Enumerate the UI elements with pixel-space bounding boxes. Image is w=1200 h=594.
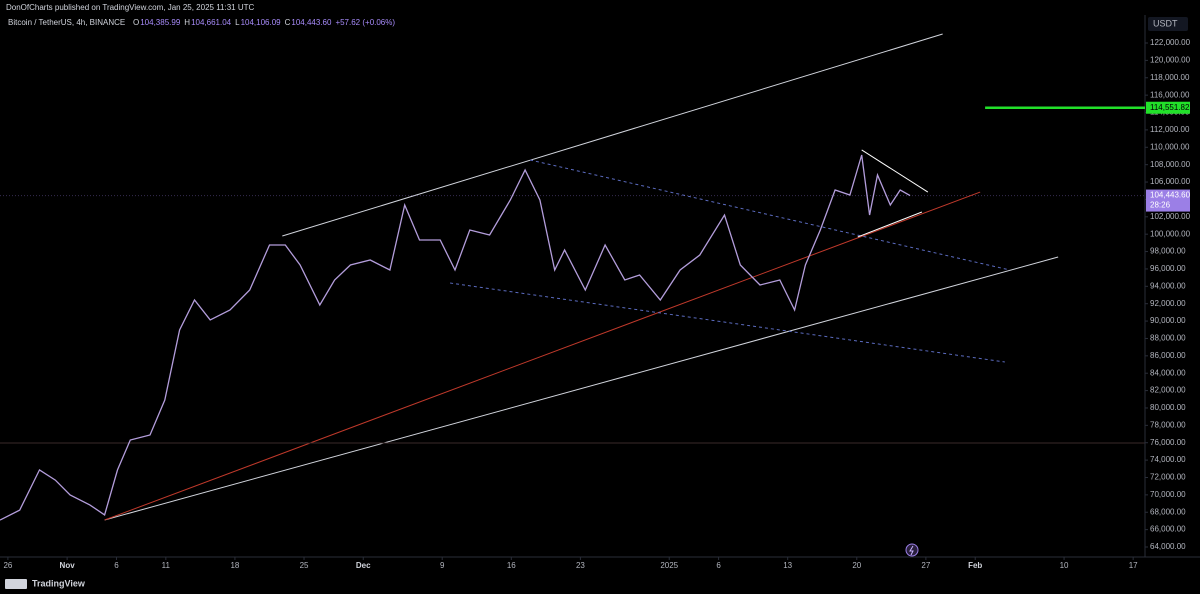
y-tick-label: 78,000.00 xyxy=(1150,420,1186,429)
y-tick-label: 110,000.00 xyxy=(1150,142,1190,151)
y-tick-label: 72,000.00 xyxy=(1150,473,1186,482)
currency-box xyxy=(1148,17,1188,31)
trend-line xyxy=(529,159,1010,271)
x-tick-label: 27 xyxy=(921,561,930,570)
event-icon[interactable] xyxy=(905,543,919,557)
y-tick-label: 74,000.00 xyxy=(1150,455,1186,464)
level-label-box xyxy=(1146,101,1190,114)
y-tick-label: 92,000.00 xyxy=(1150,299,1186,308)
event-icon-bolt xyxy=(909,545,914,556)
ohlc-legend: O 104,385.99 H 104,661.04 L 104,106.09 C 104,44… xyxy=(133,18,395,27)
currency: USDT xyxy=(1153,18,1178,28)
trend-line xyxy=(104,191,981,521)
ohlc-key: H xyxy=(184,18,190,27)
price-line xyxy=(0,154,911,521)
y-tick-label: 100,000.00 xyxy=(1150,229,1191,238)
x-tick-label: 17 xyxy=(1129,561,1138,570)
ohlc-value: 104,385.99 xyxy=(140,18,181,27)
trend-line xyxy=(861,149,929,193)
y-tick-label: 80,000.00 xyxy=(1150,403,1186,412)
x-tick-label: 10 xyxy=(1060,561,1069,570)
x-tick-label: Dec xyxy=(356,561,371,570)
x-tick-label: 13 xyxy=(783,561,792,570)
countdown: 28:26 xyxy=(1150,201,1171,210)
trend-line xyxy=(857,211,923,238)
y-tick-label: 76,000.00 xyxy=(1150,438,1186,447)
y-tick-label: 102,000.00 xyxy=(1150,212,1191,221)
publisher: DonOfCharts published on TradingView.com… xyxy=(6,3,255,12)
y-tick-label: 82,000.00 xyxy=(1150,386,1186,395)
level-label: 114,551.82 xyxy=(1150,103,1190,112)
y-tick-label: 118,000.00 xyxy=(1150,73,1190,82)
trend-line xyxy=(104,256,1059,521)
symbol: Bitcoin / TetherUS, 4h, BINANCE xyxy=(8,18,125,27)
ohlc-value: 104,661.04 xyxy=(191,18,232,27)
x-tick-label: 18 xyxy=(230,561,239,570)
y-tick-label: 112,000.00 xyxy=(1150,125,1190,134)
ohlc-value: 104,106.09 xyxy=(241,18,282,27)
y-tick-label: 84,000.00 xyxy=(1150,368,1186,377)
y-tick-label: 106,000.00 xyxy=(1150,177,1191,186)
x-tick-label: 2025 xyxy=(660,561,678,570)
y-tick-label: 94,000.00 xyxy=(1150,281,1186,290)
x-tick-label: 6 xyxy=(114,561,119,570)
y-tick-label: 116,000.00 xyxy=(1150,90,1190,99)
last-price-box xyxy=(1146,189,1190,212)
x-tick-label: Feb xyxy=(968,561,982,570)
ohlc-value: 104,443.60 xyxy=(291,18,332,27)
x-tick-label: 20 xyxy=(852,561,861,570)
y-tick-label: 68,000.00 xyxy=(1150,507,1186,516)
x-tick-label: 6 xyxy=(716,561,721,570)
y-tick-label: 108,000.00 xyxy=(1150,160,1191,169)
y-tick-label: 88,000.00 xyxy=(1150,334,1186,343)
x-tick-label: 26 xyxy=(3,561,12,570)
x-tick-label: 11 xyxy=(162,561,171,570)
ohlc-change: +57.62 (+0.06%) xyxy=(335,18,395,27)
last-price-label: 104,443.60 xyxy=(1150,191,1191,200)
y-tick-label: 86,000.00 xyxy=(1150,351,1186,360)
ohlc-key: O xyxy=(133,18,139,27)
y-tick-label: 64,000.00 xyxy=(1150,542,1186,551)
y-tick-label: 70,000.00 xyxy=(1150,490,1186,499)
y-tick-label: 120,000.00 xyxy=(1150,56,1191,65)
y-tick-label: 96,000.00 xyxy=(1150,264,1186,273)
brand-logo xyxy=(5,579,27,589)
y-tick-label: 122,000.00 xyxy=(1150,38,1191,47)
trend-line xyxy=(282,33,943,237)
ohlc-key: L xyxy=(235,18,240,27)
x-tick-label: 16 xyxy=(507,561,516,570)
brand: TradingView xyxy=(32,578,86,588)
x-tick-label: 23 xyxy=(576,561,585,570)
x-tick-label: 25 xyxy=(300,561,309,570)
y-tick-label: 90,000.00 xyxy=(1150,316,1186,325)
x-tick-label: 9 xyxy=(440,561,445,570)
y-tick-label: 66,000.00 xyxy=(1150,525,1186,534)
plot-area xyxy=(0,33,1145,521)
x-tick-label: Nov xyxy=(60,561,76,570)
ohlc-key: C xyxy=(285,18,291,27)
header-bar xyxy=(0,0,1200,15)
y-tick-label: 98,000.00 xyxy=(1150,247,1186,256)
